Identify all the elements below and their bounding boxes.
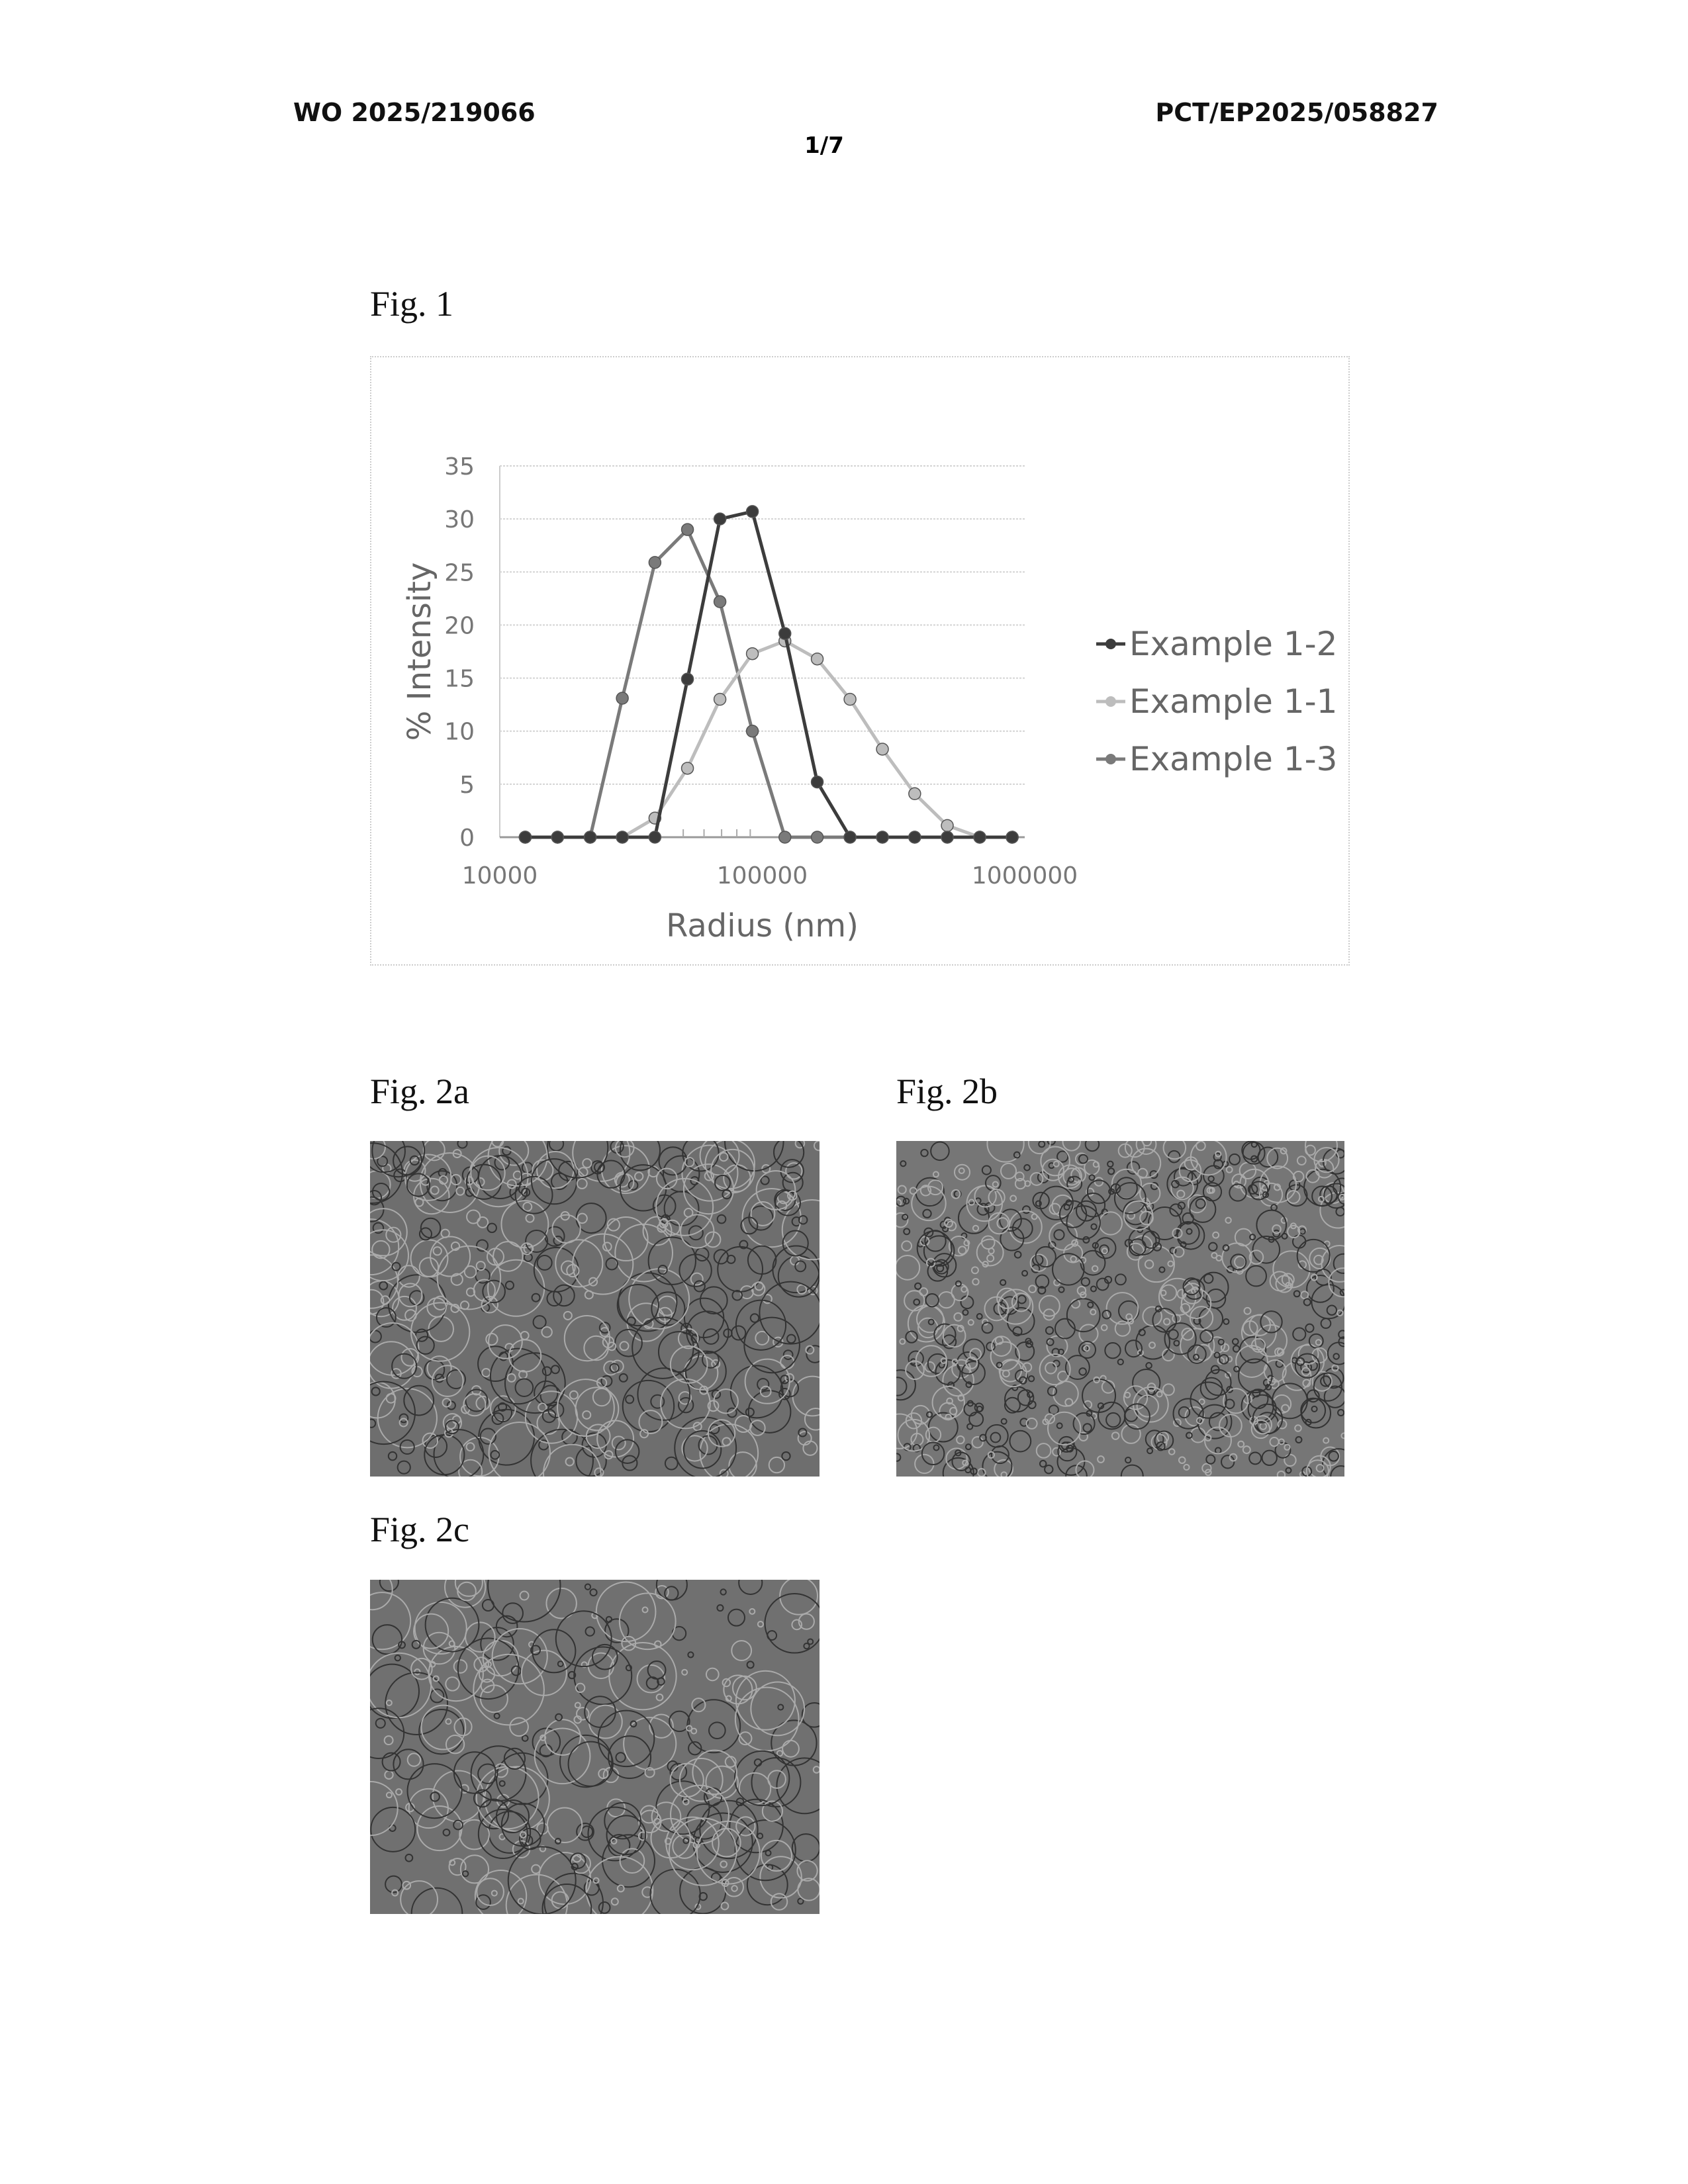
data-point — [649, 831, 661, 843]
data-point — [779, 627, 791, 639]
data-point — [747, 725, 759, 737]
y-tick-label: 0 — [459, 825, 475, 852]
y-tick-label: 35 — [444, 453, 475, 480]
data-point — [714, 596, 726, 608]
fig2c-label: Fig. 2c — [370, 1509, 469, 1550]
data-point — [812, 831, 823, 843]
data-point — [585, 831, 596, 843]
x-tick-label: 10000 — [462, 862, 538, 889]
data-point — [844, 694, 856, 705]
data-point — [714, 694, 726, 705]
data-point — [844, 831, 856, 843]
legend-label: Example 1-3 — [1129, 740, 1337, 778]
data-point — [941, 819, 953, 831]
data-point — [909, 831, 921, 843]
y-tick-label: 15 — [444, 666, 475, 693]
x-tick-label: 1000000 — [972, 862, 1078, 889]
x-tick-label: 100000 — [717, 862, 808, 889]
legend-label: Example 1-1 — [1129, 682, 1337, 721]
micrograph-fig2a — [370, 1141, 820, 1477]
data-point — [876, 743, 888, 755]
data-point — [551, 831, 563, 843]
data-point — [1006, 831, 1018, 843]
data-point — [941, 831, 953, 843]
y-tick-label: 10 — [444, 719, 475, 746]
data-point — [714, 513, 726, 525]
data-point — [682, 523, 694, 535]
data-point — [519, 831, 531, 843]
data-point — [812, 776, 823, 788]
data-point — [779, 831, 791, 843]
y-tick-label: 5 — [459, 772, 475, 799]
y-axis-label: % Intensity — [401, 563, 438, 741]
data-point — [616, 831, 628, 843]
micrograph-fig2b — [896, 1141, 1344, 1477]
y-tick-label: 30 — [444, 506, 475, 533]
legend-marker — [1105, 754, 1116, 764]
fig2a-label: Fig. 2a — [370, 1071, 469, 1112]
micrograph-fig2c — [370, 1580, 820, 1914]
data-point — [616, 692, 628, 704]
data-point — [812, 653, 823, 665]
data-point — [682, 673, 694, 685]
dls-chart: 0 5 10 15 20 25 30 35 10000 100000 1000000 Radius (… — [0, 0, 1688, 993]
data-point — [747, 648, 759, 660]
legend-marker — [1105, 696, 1116, 707]
y-tick-label: 20 — [444, 612, 475, 639]
y-tick-label: 25 — [444, 559, 475, 586]
legend-label: Example 1-2 — [1129, 625, 1337, 663]
data-point — [876, 831, 888, 843]
fig2b-label: Fig. 2b — [896, 1071, 998, 1112]
data-point — [747, 506, 759, 518]
data-point — [649, 557, 661, 569]
data-point — [909, 788, 921, 799]
data-point — [974, 831, 986, 843]
legend-marker — [1105, 639, 1116, 649]
x-axis-label: Radius (nm) — [666, 907, 859, 944]
data-point — [682, 762, 694, 774]
